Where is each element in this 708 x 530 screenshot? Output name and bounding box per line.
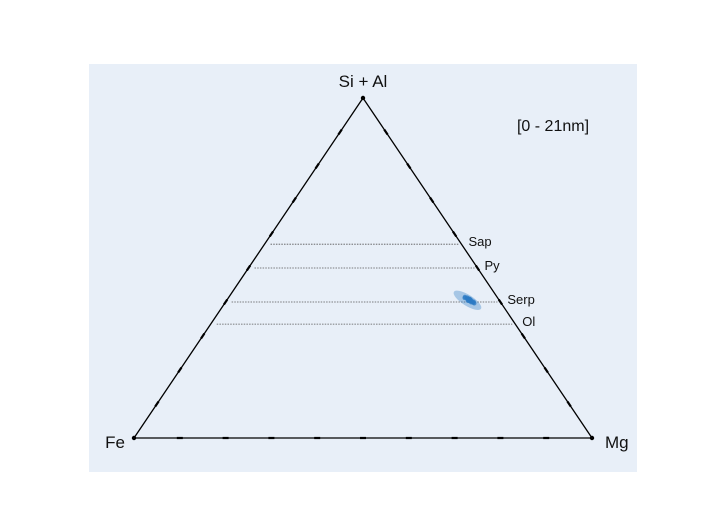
reference-label-py: Py xyxy=(485,258,501,273)
data-point-20 xyxy=(466,298,472,304)
tick-left-5 xyxy=(245,264,252,272)
tick-right-4 xyxy=(497,298,503,306)
reference-label-serp: Serp xyxy=(507,292,534,307)
reference-label-ol: Ol xyxy=(522,314,535,329)
tick-right-3 xyxy=(520,332,526,340)
data-point-17 xyxy=(472,301,477,306)
vertex-label-right: Mg xyxy=(605,433,629,452)
tick-right-8 xyxy=(406,162,412,170)
reference-lines xyxy=(216,243,513,325)
vertex-marker-left xyxy=(131,435,137,441)
reference-labels: Sap Py Serp Ol xyxy=(468,234,535,329)
vertex-marker-right xyxy=(589,435,595,441)
tick-right-9 xyxy=(383,128,389,136)
tick-right-7 xyxy=(429,196,435,204)
tick-left-6 xyxy=(268,230,274,238)
tick-left-7 xyxy=(291,196,297,204)
tick-right-6 xyxy=(452,230,458,238)
tick-right-2 xyxy=(543,366,549,374)
tick-left-1 xyxy=(154,400,160,408)
tick-left-8 xyxy=(314,162,320,170)
vertex-label-top: Si + Al xyxy=(339,72,388,91)
tick-marks xyxy=(131,95,595,441)
tick-left-3 xyxy=(200,332,206,340)
data-points xyxy=(453,290,482,310)
tick-left-9 xyxy=(337,128,343,136)
tick-right-1 xyxy=(566,400,572,408)
tick-left-2 xyxy=(177,366,183,374)
reference-label-sap: Sap xyxy=(468,234,491,249)
tick-left-4 xyxy=(223,298,229,306)
vertex-marker-top xyxy=(360,95,366,101)
vertex-label-left: Fe xyxy=(105,433,125,452)
range-annotation: [0 - 21nm] xyxy=(517,118,589,135)
tick-right-5 xyxy=(474,264,481,272)
